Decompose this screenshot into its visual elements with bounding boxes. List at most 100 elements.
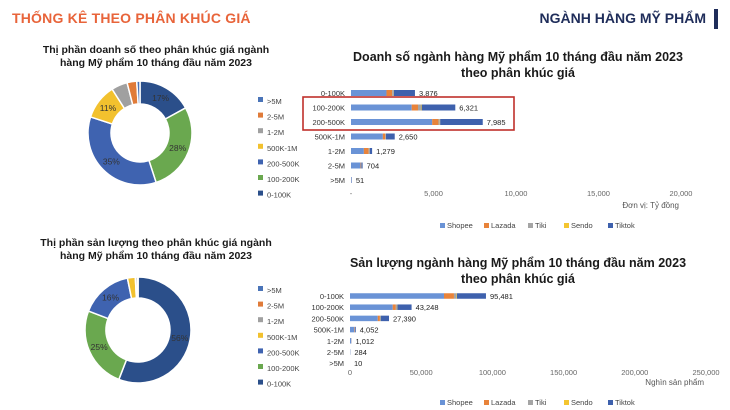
bar2-category-label: 100-200K bbox=[311, 303, 344, 312]
bar1-category-label: 2-5M bbox=[328, 162, 345, 171]
bar1-unit-note: Đơn vị: Tỷ đồng bbox=[622, 201, 679, 210]
bar1-segment-shopee bbox=[351, 148, 364, 154]
bar2-segment-sendo bbox=[456, 293, 457, 299]
bar1-tick-label: 10,000 bbox=[505, 189, 528, 198]
bar2-segment-tiki bbox=[395, 304, 397, 310]
bar1-highlight-box bbox=[302, 96, 515, 131]
pie1-slice bbox=[87, 115, 158, 186]
bar2-segment-tiktok bbox=[397, 304, 412, 310]
pie1-legend-label: 100-200K bbox=[267, 175, 300, 184]
pie1-data-label: 11% bbox=[100, 103, 117, 113]
bar1-segment-tiktok bbox=[369, 148, 373, 154]
bar1-tick-label: 15,000 bbox=[587, 189, 610, 198]
pie2-legend-label: 0-100K bbox=[267, 380, 291, 389]
bar2-tick-label: 250,000 bbox=[692, 368, 719, 377]
pie1-legend-swatch bbox=[258, 143, 263, 149]
pie2-title: Thị phần sản lượng theo phân khúc giá ng… bbox=[40, 237, 272, 263]
bar1-value-label: 7,985 bbox=[487, 118, 506, 127]
bar2-segment-tiki bbox=[453, 293, 457, 299]
bar2-category-label: 2-5M bbox=[327, 348, 344, 357]
bar1-tick-label: 20,000 bbox=[670, 189, 693, 198]
bar1-segment-lazada bbox=[411, 104, 418, 111]
bar1-segment-shopee bbox=[351, 119, 433, 125]
bar2-segment-lazada bbox=[392, 304, 396, 310]
bar1-legend-swatch bbox=[528, 223, 533, 228]
pie1-legend-label: 1-2M bbox=[267, 128, 284, 137]
pie2-legend-label: 2-5M bbox=[267, 302, 284, 311]
header-accent-bar bbox=[714, 9, 718, 29]
bar1-segment-shopee bbox=[351, 90, 387, 96]
bar2-category-label: 500K-1M bbox=[314, 326, 344, 335]
bar1-legend-label: Tiki bbox=[535, 221, 547, 230]
bar2-category-label: >5M bbox=[329, 359, 344, 368]
bar1-segment-shopee bbox=[351, 177, 352, 183]
pie2-legend-label: 500K-1M bbox=[267, 333, 297, 342]
bar2-segment-tiki bbox=[379, 315, 381, 322]
bar2-value-label: 284 bbox=[354, 348, 367, 357]
pie2-legend-label: >5M bbox=[267, 286, 282, 295]
bar1-segment-shopee bbox=[351, 162, 361, 169]
pie2-data-label: 25% bbox=[91, 342, 108, 352]
bar2-unit-note: Nghìn sản phẩm bbox=[645, 378, 704, 387]
bar1-legend-swatch bbox=[608, 223, 613, 228]
bar2-segment-lazada bbox=[443, 293, 454, 299]
bar1-legend-swatch bbox=[564, 223, 569, 228]
bar1-value-label: 704 bbox=[367, 162, 380, 171]
pie2-legend-swatch bbox=[258, 286, 263, 291]
bar1-segment-lazada bbox=[363, 148, 369, 154]
bar2-title: Sản lượng ngành hàng Mỹ phẩm 10 tháng đầ… bbox=[349, 256, 687, 286]
pie1-legend-swatch bbox=[258, 159, 263, 165]
pie1-legend-swatch bbox=[258, 97, 263, 102]
bar1-legend-label: Sendo bbox=[571, 221, 593, 230]
bar2-tick-label: 50,000 bbox=[410, 368, 433, 377]
bar2-legend-label: Sendo bbox=[571, 398, 593, 407]
pie2-legend-swatch bbox=[258, 379, 263, 385]
bar2-tick-label: 100,000 bbox=[479, 368, 506, 377]
bar1-category-label: 500K-1M bbox=[315, 133, 345, 142]
bar2-legend-swatch bbox=[564, 400, 569, 405]
section-title: NGÀNH HÀNG MỸ PHẨM bbox=[539, 10, 706, 26]
bar2-segment-shopee bbox=[350, 293, 444, 299]
pie2-legend-swatch bbox=[258, 364, 263, 369]
bar2-value-label: 27,390 bbox=[393, 314, 416, 323]
bar2-legend-swatch bbox=[440, 400, 445, 405]
page-title: THỐNG KÊ THEO PHÂN KHÚC GIÁ bbox=[12, 10, 251, 26]
bar2-segment-shopee bbox=[350, 338, 351, 344]
pie1-legend-swatch bbox=[258, 128, 263, 134]
bar1-value-label: 1,279 bbox=[376, 147, 395, 156]
bar1-category-label: 200-500K bbox=[312, 118, 345, 127]
bar2-tick-label: 0 bbox=[348, 368, 352, 377]
bar2-segment-lazada bbox=[377, 315, 380, 322]
bar1-value-label: 3,876 bbox=[419, 89, 438, 98]
bar1-segment-tiki bbox=[368, 148, 370, 154]
pie2-legend-label: 1-2M bbox=[267, 317, 284, 326]
pie2-data-label: 56% bbox=[171, 333, 188, 343]
bar1-segment-lazada bbox=[386, 90, 393, 96]
pie2-data-label: 16% bbox=[102, 293, 119, 303]
bar1-value-label: 2,650 bbox=[399, 133, 418, 142]
bar1-segment-tiktok bbox=[361, 162, 363, 169]
pie2-legend-swatch bbox=[258, 332, 263, 338]
pie1-legend-label: >5M bbox=[267, 97, 282, 106]
bar2-segment-tiktok bbox=[380, 315, 390, 322]
pie2-legend-label: 100-200K bbox=[267, 364, 300, 373]
bar1-segment-sendo bbox=[420, 104, 422, 111]
bar1-value-label: 6,321 bbox=[459, 104, 478, 113]
pie1-data-label: 35% bbox=[103, 157, 120, 167]
pie1-slice bbox=[135, 80, 141, 105]
bar1-segment-tiktok bbox=[385, 133, 395, 140]
bar1-legend-label: Tiktok bbox=[615, 221, 635, 230]
bar1-legend-swatch bbox=[484, 223, 489, 228]
bar1-tick-label: 5,000 bbox=[424, 189, 443, 198]
bar1-segment-lazada bbox=[382, 133, 386, 140]
pie1-legend-swatch bbox=[258, 190, 263, 196]
bar1-category-label: 100-200K bbox=[312, 104, 345, 113]
bar2-legend-label: Tiki bbox=[535, 398, 547, 407]
bar1-segment-tiki bbox=[417, 104, 421, 111]
pie2-legend-swatch bbox=[258, 317, 263, 323]
bar1-segment-tiktok bbox=[421, 104, 456, 111]
bar1-title: Doanh số ngành hàng Mỹ phẩm 10 tháng đầu… bbox=[353, 50, 683, 80]
pie1-legend-label: 200-500K bbox=[267, 159, 300, 168]
bar2-value-label: 4,052 bbox=[360, 326, 379, 335]
